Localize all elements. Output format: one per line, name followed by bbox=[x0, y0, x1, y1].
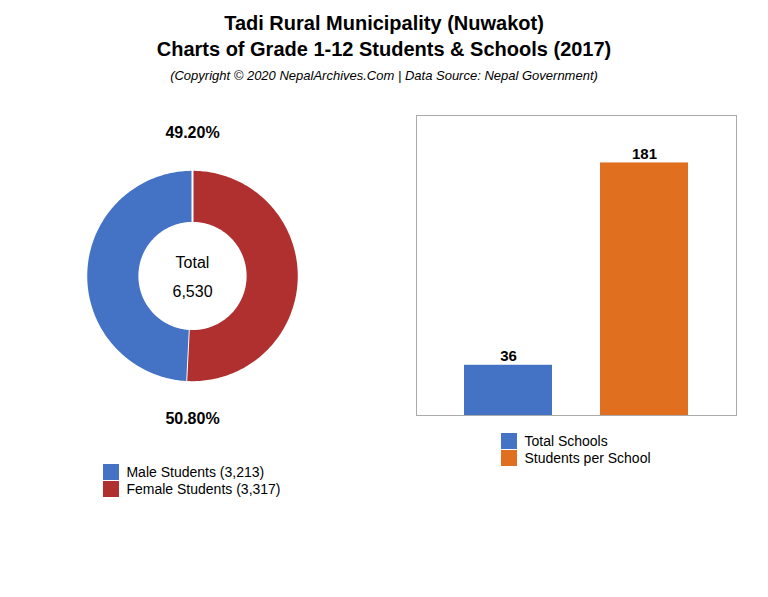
svg-text:181: 181 bbox=[632, 145, 657, 162]
svg-text:49.20%: 49.20% bbox=[165, 124, 219, 141]
html-text:Charts of Grade 1-12 Students: Charts of Grade 1-12 Students & Schools … bbox=[156, 38, 612, 60]
svg-text:Total: Total bbox=[176, 254, 210, 271]
html-text:(Copyright © 2020 NepalArchive: (Copyright © 2020 NepalArchives.Com | Da… bbox=[170, 68, 598, 83]
svg-text:50.80%: 50.80% bbox=[165, 410, 219, 427]
svg-text:6,530: 6,530 bbox=[172, 283, 212, 300]
html-text:Total Schools: Total Schools bbox=[524, 433, 608, 449]
html-text:Female Students (3,317): Female Students (3,317) bbox=[126, 481, 281, 497]
html-text:Students per School: Students per School bbox=[524, 450, 651, 466]
html-text:Male Students (3,213): Male Students (3,213) bbox=[126, 464, 265, 480]
html-text:Tadi Rural Municipality (Nuwak: Tadi Rural Municipality (Nuwakot) bbox=[224, 12, 544, 34]
svg-text:36: 36 bbox=[500, 347, 517, 364]
